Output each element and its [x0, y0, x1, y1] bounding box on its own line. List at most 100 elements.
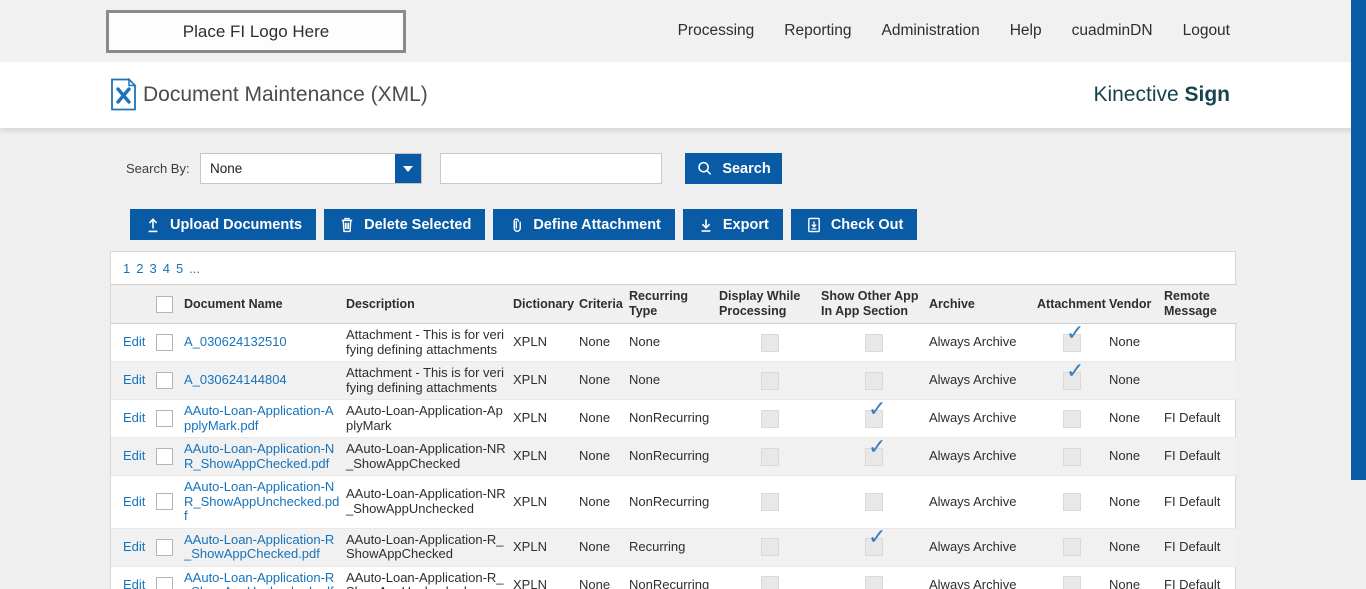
edit-link[interactable]: Edit [123, 493, 146, 509]
archive-cell: Always Archive [929, 399, 1037, 438]
brand-regular: Kinective [1093, 83, 1185, 106]
page-link-2[interactable]: 2 [136, 260, 144, 276]
row-select-checkbox[interactable] [156, 493, 173, 511]
criteria-cell: None [579, 566, 629, 589]
archive-cell: Always Archive [929, 323, 1037, 362]
description-cell: Attachment - This is for verifying defin… [346, 323, 513, 362]
edit-link[interactable]: Edit [123, 538, 146, 554]
search-by-dropdown[interactable]: None [200, 153, 422, 184]
paperclip-icon [513, 217, 522, 232]
recurring-type-cell: NonRecurring [629, 475, 719, 529]
delete-selected-label: Delete Selected [364, 216, 472, 233]
display-while-processing-checkbox [761, 409, 779, 428]
search-by-label: Search By: [126, 161, 190, 176]
check-out-button[interactable]: Check Out [790, 209, 918, 240]
description-cell: AAuto-Loan-Application-NR_ShowAppChecked [346, 437, 513, 476]
dropdown-button[interactable] [395, 154, 421, 183]
search-button[interactable]: Search [685, 153, 782, 184]
attachment-checkbox [1063, 447, 1081, 466]
vendor-cell: None [1109, 323, 1164, 362]
nav-user-cuadmindn[interactable]: cuadminDN [1071, 22, 1153, 39]
page-link-3[interactable]: 3 [149, 260, 157, 276]
attachment-checkbox: ✓ [1063, 359, 1084, 390]
recurring-type-cell: NonRecurring [629, 437, 719, 476]
title-band: Document Maintenance (XML) Kinective Sig… [0, 62, 1366, 128]
row-select-checkbox[interactable] [156, 538, 173, 556]
page-link-more[interactable]: ... [189, 260, 201, 276]
col-description: Description [346, 284, 513, 324]
scrollbar-thumb[interactable] [1351, 0, 1366, 480]
recurring-type-cell: None [629, 323, 719, 362]
criteria-cell: None [579, 437, 629, 476]
search-input[interactable] [440, 153, 662, 184]
edit-link[interactable]: Edit [123, 410, 146, 426]
edit-link[interactable]: Edit [123, 372, 146, 388]
dictionary-cell: XPLN [513, 361, 579, 400]
table-row: Edit AAuto-Loan-Application-ApplyMark.pd… [111, 397, 1237, 438]
upload-documents-button[interactable]: Upload Documents [130, 209, 317, 240]
document-name-link[interactable]: AAuto-Loan-Application-NR_ShowAppChecked… [184, 441, 335, 471]
fi-logo-placeholder: Place FI Logo Here [106, 10, 406, 53]
nav-logout[interactable]: Logout [1182, 22, 1230, 39]
upload-icon [148, 217, 158, 232]
display-while-processing-checkbox [761, 492, 779, 511]
document-name-link[interactable]: A_030624132510 [184, 334, 287, 350]
col-display-while-processing: Display While Processing [719, 284, 821, 324]
nav-administration[interactable]: Administration [881, 22, 980, 39]
row-select-checkbox[interactable] [156, 410, 173, 427]
nav-processing[interactable]: Processing [677, 22, 755, 39]
dictionary-cell: XPLN [513, 437, 579, 476]
document-name-link[interactable]: AAuto-Loan-Application-NR_ShowAppUncheck… [184, 479, 340, 523]
description-cell: AAuto-Loan-Application-R_ShowAppUnchecke… [346, 566, 513, 589]
scrollbar-track[interactable] [1351, 0, 1366, 589]
dictionary-cell: XPLN [513, 475, 579, 529]
col-select [156, 284, 184, 324]
document-name-link[interactable]: AAuto-Loan-Application-R_ShowAppChecked.… [184, 531, 335, 561]
nav-reporting[interactable]: Reporting [784, 22, 852, 39]
page-link-5[interactable]: 5 [175, 260, 184, 276]
col-edit [111, 284, 156, 324]
col-recurring-type: Recurring Type [629, 284, 719, 324]
display-while-processing-checkbox [761, 447, 779, 466]
show-other-app-checkbox [865, 576, 883, 589]
criteria-cell: None [579, 323, 629, 362]
page-link-4[interactable]: 4 [162, 260, 170, 276]
criteria-cell: None [579, 475, 629, 529]
vendor-cell: None [1109, 437, 1164, 476]
row-select-checkbox[interactable] [156, 576, 173, 589]
table-row: Edit AAuto-Loan-Application-R_ShowAppUnc… [111, 566, 1237, 589]
select-all-checkbox[interactable] [156, 295, 173, 313]
export-button[interactable]: Export [682, 209, 783, 240]
nav-help[interactable]: Help [1009, 22, 1042, 39]
table-row: Edit AAuto-Loan-Application-NR_ShowAppCh… [111, 435, 1237, 476]
row-select-checkbox[interactable] [156, 448, 173, 465]
edit-link[interactable]: Edit [123, 448, 146, 464]
check-out-icon [807, 217, 820, 232]
export-label: Export [722, 216, 769, 233]
attachment-checkbox [1063, 409, 1081, 428]
edit-link[interactable]: Edit [123, 334, 146, 350]
define-attachment-button[interactable]: Define Attachment [493, 209, 675, 240]
delete-selected-button[interactable]: Delete Selected [324, 209, 486, 240]
col-document-name: Document Name [184, 284, 346, 324]
row-select-checkbox[interactable] [156, 372, 173, 389]
search-by-dropdown-value: None [210, 161, 243, 176]
page-link-1[interactable]: 1 [123, 260, 131, 276]
table-header-row: Document Name Description Dictionary Cri… [111, 284, 1237, 324]
remote-message-cell [1164, 323, 1237, 362]
show-other-app-checkbox [865, 333, 883, 352]
row-select-checkbox[interactable] [156, 334, 173, 351]
document-name-link[interactable]: A_030624144804 [184, 372, 287, 388]
document-name-link[interactable]: AAuto-Loan-Application-R_ShowAppUnchecke… [184, 569, 335, 589]
attachment-checkbox [1063, 492, 1081, 511]
col-archive: Archive [929, 284, 1037, 324]
description-cell: AAuto-Loan-Application-R_ShowAppChecked [346, 528, 513, 567]
attachment-checkbox [1063, 538, 1081, 556]
remote-message-cell: FI Default [1164, 399, 1237, 438]
dictionary-cell: XPLN [513, 399, 579, 438]
edit-link[interactable]: Edit [123, 576, 146, 589]
page-title: Document Maintenance (XML) [143, 83, 428, 106]
vendor-cell: None [1109, 528, 1164, 567]
document-name-link[interactable]: AAuto-Loan-Application-ApplyMark.pdf [184, 403, 334, 433]
